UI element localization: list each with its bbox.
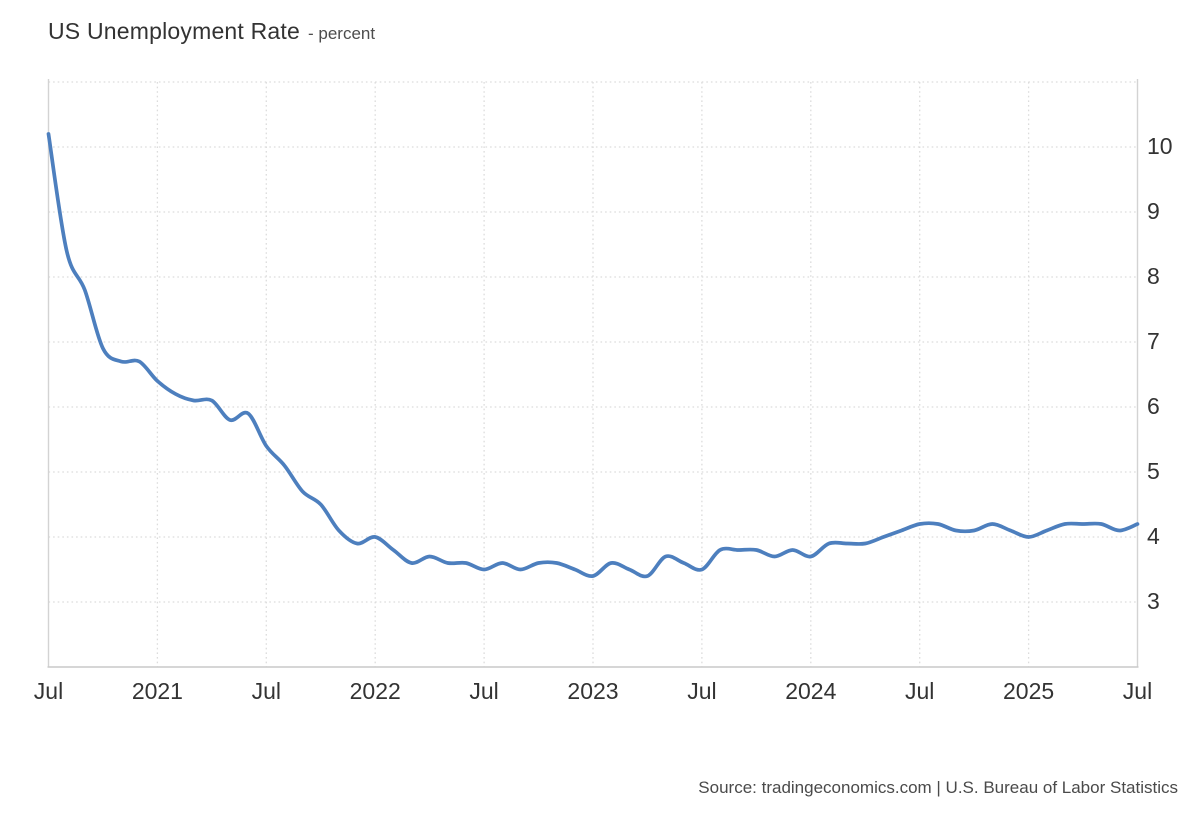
chart-subtitle: - percent	[308, 24, 376, 43]
x-tick-label: 2023	[567, 678, 618, 704]
x-tick-label: Jul	[34, 678, 63, 704]
x-tick-label: Jul	[905, 678, 934, 704]
source-attribution: Source: tradingeconomics.com | U.S. Bure…	[698, 778, 1178, 797]
x-tick-label: Jul	[252, 678, 281, 704]
x-tick-label: Jul	[687, 678, 716, 704]
y-tick-label: 5	[1147, 458, 1160, 484]
y-tick-label: 6	[1147, 393, 1160, 419]
x-tick-label: Jul	[1123, 678, 1152, 704]
y-tick-label: 7	[1147, 328, 1160, 354]
y-tick-label: 10	[1147, 133, 1173, 159]
y-tick-label: 3	[1147, 588, 1160, 614]
y-tick-label: 8	[1147, 263, 1160, 289]
x-tick-label: Jul	[469, 678, 498, 704]
series-line	[46, 132, 1140, 579]
x-tick-label: 2022	[350, 678, 401, 704]
x-tick-label: 2025	[1003, 678, 1054, 704]
chart-header: US Unemployment Rate - percent	[48, 18, 375, 45]
y-tick-label: 9	[1147, 198, 1160, 224]
chart-title: US Unemployment Rate	[48, 18, 300, 44]
x-tick-label: 2024	[785, 678, 836, 704]
y-tick-label: 4	[1147, 523, 1160, 549]
x-tick-label: 2021	[132, 678, 183, 704]
